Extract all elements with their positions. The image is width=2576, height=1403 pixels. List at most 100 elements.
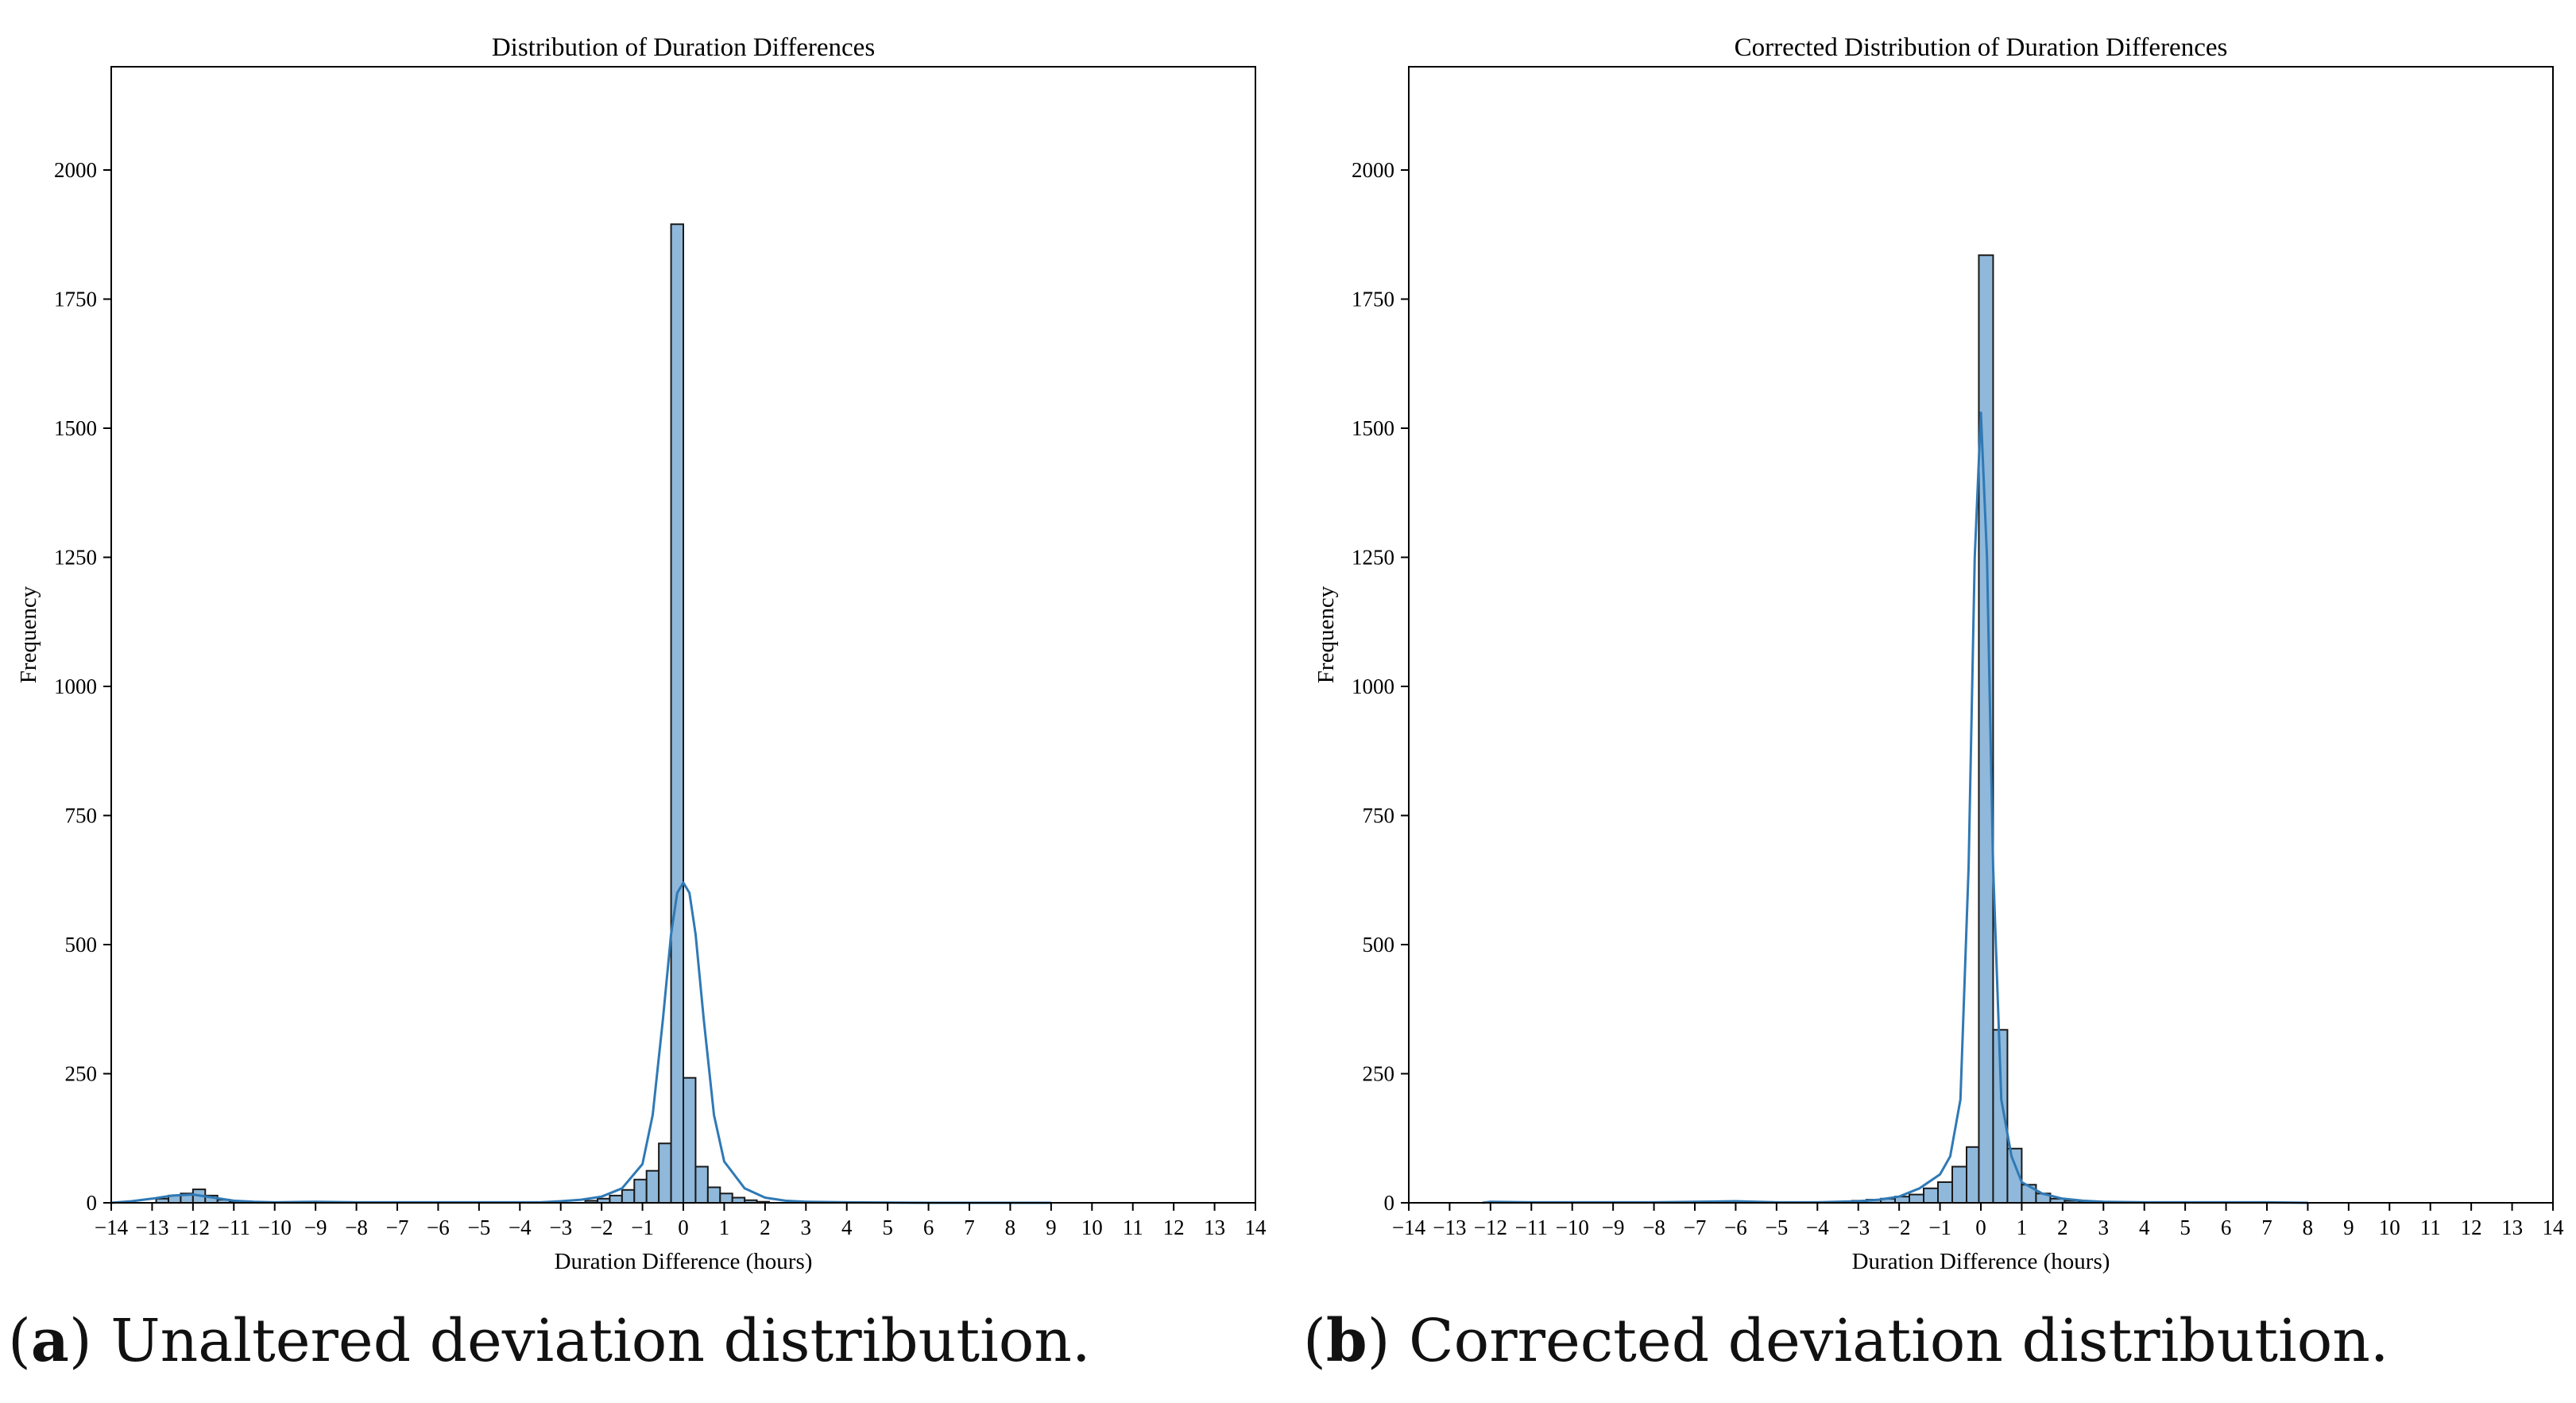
x-tick-label-a-19: 5 — [882, 1216, 893, 1239]
caption-a-text: ) Unaltered deviation distribution. — [68, 1307, 1091, 1375]
histogram-bar-b-9 — [1951, 1165, 1967, 1204]
x-tick-label-b-21: 7 — [2261, 1216, 2272, 1239]
kde-line-a — [110, 881, 1051, 1204]
x-tick-label-a-15: 1 — [719, 1216, 730, 1239]
y-tick-label-a-5: 1250 — [54, 546, 97, 570]
kde-line-b — [1482, 412, 2308, 1204]
y-tick-label-a-3: 750 — [65, 804, 98, 828]
chart-title-a: Distribution of Duration Differences — [492, 33, 875, 62]
x-tick-label-a-9: −5 — [467, 1216, 490, 1239]
x-tick-label-b-2: −12 — [1474, 1216, 1507, 1239]
x-tick-label-b-22: 8 — [2303, 1216, 2314, 1239]
histogram-bar-b-6 — [1909, 1193, 1924, 1204]
y-tick-label-b-4: 1000 — [1352, 674, 1394, 698]
x-tick-label-a-4: −10 — [258, 1216, 292, 1239]
x-tick-label-a-5: −9 — [304, 1216, 327, 1239]
x-tick-label-a-10: −4 — [509, 1216, 532, 1239]
x-tick-label-a-2: −12 — [176, 1216, 210, 1239]
x-tick-label-b-9: −5 — [1765, 1216, 1788, 1239]
y-tick-label-b-6: 1500 — [1352, 416, 1394, 440]
x-tick-label-b-15: 1 — [2017, 1216, 2028, 1239]
caption-a: (a) Unaltered deviation distribution. — [8, 1307, 1091, 1375]
histogram-bar-a-14 — [658, 1142, 672, 1204]
y-tick-label-a-6: 1500 — [54, 416, 97, 440]
y-tick-label-a-0: 0 — [87, 1191, 98, 1215]
y-tick-label-b-5: 1250 — [1352, 546, 1394, 570]
x-tick-label-b-11: −3 — [1847, 1216, 1870, 1239]
histogram-bar-a-19 — [719, 1192, 733, 1204]
x-tick-label-b-5: −9 — [1602, 1216, 1625, 1239]
x-tick-label-b-16: 2 — [2057, 1216, 2068, 1239]
x-tick-label-a-12: −2 — [590, 1216, 613, 1239]
chart-title-b: Corrected Distribution of Duration Diffe… — [1735, 33, 2228, 62]
x-tick-label-a-7: −7 — [386, 1216, 409, 1239]
histogram-bar-a-16 — [683, 1076, 697, 1204]
x-tick-label-b-8: −6 — [1724, 1216, 1747, 1239]
caption-b-label: b — [1325, 1307, 1367, 1375]
y-axis-label-a: Frequency — [16, 586, 41, 683]
x-tick-label-b-20: 6 — [2221, 1216, 2232, 1239]
x-tick-label-b-14: 0 — [1975, 1216, 1986, 1239]
x-tick-label-a-0: −14 — [95, 1216, 129, 1239]
x-tick-label-b-0: −14 — [1392, 1216, 1426, 1239]
chart-panel-b: −14 −13 −12 −11 −10 −9 −8 −7 −6 −5 −4 −3 −2 −1 0 1 2 3 4 5 6… — [1313, 33, 2564, 1274]
x-tick-label-b-28: 14 — [2543, 1216, 2565, 1239]
x-tick-label-a-3: −11 — [218, 1216, 250, 1239]
x-tick-label-a-13: −1 — [631, 1216, 654, 1239]
x-tick-label-a-11: −3 — [549, 1216, 572, 1239]
histogram-bar-a-13 — [645, 1169, 660, 1204]
chart-panel-a: −14 −13 −12 −11 −10 −9 −8 −7 −6 −5 −4 −3 −2 −1 0 1 2 3 4 5 6… — [16, 33, 1267, 1274]
histogram-bar-a-15 — [670, 223, 685, 1204]
x-tick-label-b-4: −10 — [1556, 1216, 1589, 1239]
y-tick-label-b-3: 750 — [1363, 804, 1395, 828]
caption-b-text: ) Corrected deviation distribution. — [1367, 1307, 2389, 1375]
x-tick-label-b-12: −2 — [1888, 1216, 1911, 1239]
x-tick-label-a-23: 9 — [1046, 1216, 1057, 1239]
x-axis-label-a: Duration Difference (hours) — [555, 1249, 813, 1274]
x-tick-label-b-1: −13 — [1433, 1216, 1466, 1239]
histogram-bar-a-18 — [706, 1186, 721, 1204]
x-tick-label-a-8: −6 — [427, 1216, 450, 1239]
x-tick-label-a-22: 8 — [1005, 1216, 1016, 1239]
x-tick-label-b-19: 5 — [2180, 1216, 2191, 1239]
histogram-bar-b-7 — [1923, 1187, 1939, 1204]
y-axis-label-b: Frequency — [1313, 586, 1339, 683]
x-tick-label-b-18: 4 — [2139, 1216, 2150, 1239]
x-axis-label-b: Duration Difference (hours) — [1852, 1249, 2110, 1274]
x-tick-label-b-24: 10 — [2379, 1216, 2400, 1239]
x-tick-label-a-26: 12 — [1163, 1216, 1185, 1239]
x-tick-label-b-6: −8 — [1642, 1216, 1665, 1239]
y-tick-label-b-2: 500 — [1363, 933, 1395, 957]
y-tick-label-b-7: 1750 — [1352, 288, 1394, 311]
histogram-bar-b-8 — [1937, 1181, 1953, 1204]
y-tick-label-b-8: 2000 — [1352, 158, 1394, 182]
x-tick-label-a-28: 14 — [1245, 1216, 1267, 1239]
x-tick-label-a-14: 0 — [678, 1216, 689, 1239]
histogram-bar-a-12 — [633, 1178, 648, 1204]
y-tick-label-a-8: 2000 — [54, 158, 97, 182]
x-tick-label-b-3: −11 — [1515, 1216, 1548, 1239]
x-tick-label-a-24: 10 — [1081, 1216, 1103, 1239]
y-tick-label-b-1: 250 — [1363, 1062, 1395, 1086]
histogram-bar-a-10 — [609, 1194, 623, 1204]
x-tick-label-a-27: 13 — [1204, 1216, 1225, 1239]
x-tick-label-a-21: 7 — [964, 1216, 975, 1239]
x-tick-label-b-25: 11 — [2420, 1216, 2441, 1239]
y-tick-label-a-2: 500 — [65, 933, 98, 957]
y-tick-label-a-1: 250 — [65, 1062, 98, 1086]
x-tick-label-a-20: 6 — [923, 1216, 934, 1239]
x-tick-label-b-26: 12 — [2461, 1216, 2482, 1239]
y-tick-label-b-0: 0 — [1384, 1191, 1395, 1215]
histogram-bar-a-17 — [694, 1165, 709, 1204]
histogram-bar-a-11 — [621, 1188, 636, 1204]
x-tick-label-b-10: −4 — [1806, 1216, 1829, 1239]
x-tick-label-a-25: 11 — [1123, 1216, 1143, 1239]
caption-a-label: a — [30, 1307, 69, 1375]
x-tick-label-a-6: −8 — [345, 1216, 368, 1239]
x-tick-label-b-27: 13 — [2501, 1216, 2523, 1239]
x-tick-label-a-18: 4 — [841, 1216, 853, 1239]
y-tick-label-a-4: 1000 — [54, 674, 97, 698]
y-tick-label-a-7: 1750 — [54, 288, 97, 311]
x-tick-label-a-16: 2 — [760, 1216, 771, 1239]
